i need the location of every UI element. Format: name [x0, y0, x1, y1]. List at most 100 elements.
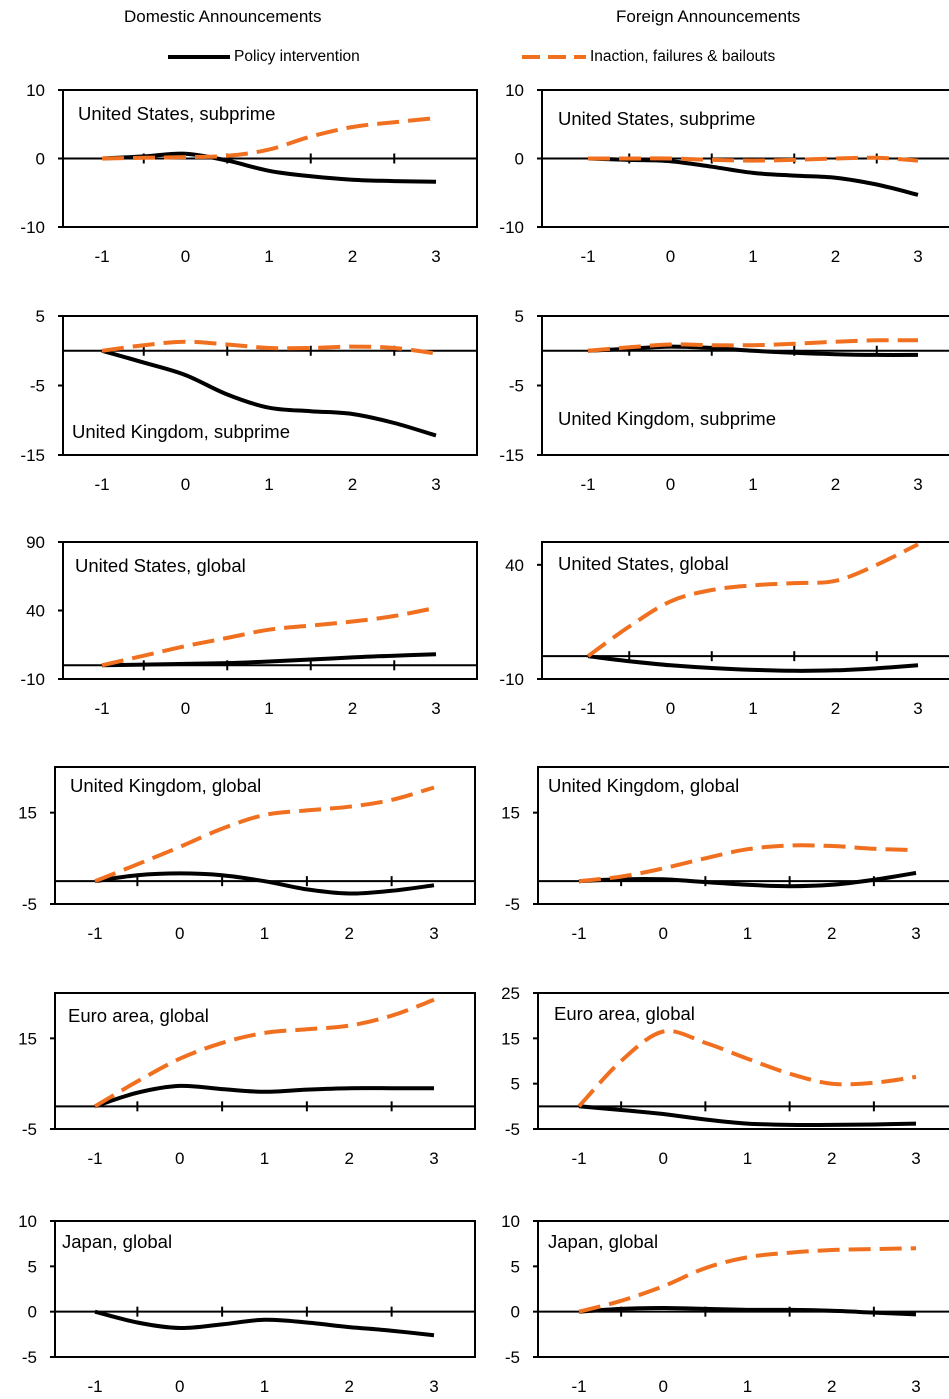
inaction-failures-bailouts-line — [101, 339, 437, 356]
policy-intervention-line — [101, 348, 437, 438]
plot-frame — [541, 541, 949, 680]
y-tick-label: 0 — [28, 1303, 37, 1322]
y-tick-label: 5 — [28, 1257, 37, 1276]
x-tick-label: 2 — [348, 475, 357, 494]
x-tick-label: 2 — [345, 1149, 354, 1168]
x-tick-label: 0 — [181, 475, 190, 494]
policy-intervention-line — [94, 871, 435, 896]
panel-title: United States, global — [558, 553, 729, 574]
x-tick-label: 0 — [666, 699, 675, 718]
chart-panel-4: 5 -5 -15 -1 0 1 2 3 United Kingdom, subprime — [499, 307, 949, 494]
foreign-announcements-header: Foreign Announcements — [616, 7, 801, 26]
chart-panel-8: 15 -5 -1 0 1 2 3 United Kingdom, global — [501, 766, 949, 943]
y-tick-label: 15 — [18, 804, 37, 823]
x-tick-label: 3 — [913, 247, 922, 266]
y-tick-label: 5 — [515, 307, 524, 326]
y-tick-label: 10 — [505, 81, 524, 100]
panel-title: Euro area, global — [68, 1005, 209, 1026]
y-tick-label: 40 — [26, 602, 45, 621]
y-tick-label: -5 — [22, 895, 37, 914]
x-tick-label: 3 — [429, 1377, 438, 1396]
inaction-failures-bailouts-line — [93, 997, 435, 1109]
policy-intervention-line — [101, 652, 437, 668]
policy-intervention-line — [587, 156, 919, 197]
y-tick-label: 25 — [501, 984, 520, 1003]
panel-title: United States, subprime — [78, 103, 275, 124]
y-tick-label: -15 — [499, 446, 524, 465]
x-tick-label: 1 — [743, 1377, 752, 1396]
y-tick-label: -5 — [30, 377, 45, 396]
x-tick-label: 1 — [260, 924, 269, 943]
x-tick-label: 0 — [175, 1149, 184, 1168]
y-tick-label: 40 — [505, 556, 524, 575]
x-tick-label: 2 — [831, 699, 840, 718]
x-tick-label: -1 — [580, 699, 595, 718]
x-tick-label: 0 — [175, 1377, 184, 1396]
x-tick-label: -1 — [580, 247, 595, 266]
legend-label-inaction: Inaction, failures & bailouts — [590, 48, 776, 65]
y-tick-label: -5 — [505, 1348, 520, 1367]
x-tick-label: 3 — [431, 699, 440, 718]
policy-intervention-line — [101, 151, 437, 184]
plot-frame — [54, 766, 476, 905]
panel-title: United Kingdom, global — [70, 775, 261, 796]
inaction-failures-bailouts-line — [587, 338, 919, 353]
plot-frame — [541, 315, 949, 456]
y-tick-label: -10 — [499, 218, 524, 237]
inaction-failures-bailouts-line — [586, 542, 919, 658]
x-tick-label: 1 — [748, 247, 757, 266]
y-tick-label: -5 — [509, 377, 524, 396]
policy-intervention-line — [578, 1306, 917, 1317]
y-tick-label: -10 — [20, 670, 45, 689]
y-tick-label: -10 — [20, 218, 45, 237]
x-tick-label: 0 — [666, 247, 675, 266]
policy-intervention-line — [578, 870, 917, 889]
x-tick-label: 3 — [913, 699, 922, 718]
policy-intervention-line — [94, 1309, 435, 1338]
y-tick-label: -5 — [505, 1120, 520, 1139]
x-tick-label: 0 — [659, 1377, 668, 1396]
x-tick-label: 0 — [659, 924, 668, 943]
x-tick-label: 1 — [264, 247, 273, 266]
x-tick-label: 2 — [831, 247, 840, 266]
chart-panel-11: 10 5 0 -5 -1 0 1 2 3 Japan, global — [18, 1212, 476, 1396]
inaction-failures-bailouts-line — [101, 605, 437, 668]
policy-intervention-line — [94, 1083, 434, 1109]
y-tick-label: 10 — [501, 1212, 520, 1231]
plot-frame — [537, 766, 949, 905]
x-tick-label: 1 — [260, 1149, 269, 1168]
x-tick-label: 3 — [429, 1149, 438, 1168]
x-tick-label: 3 — [431, 247, 440, 266]
x-tick-label: -1 — [571, 924, 586, 943]
legend-solid-line-swatch — [168, 55, 230, 59]
plot-frame — [537, 1220, 949, 1358]
y-tick-label: 15 — [18, 1029, 37, 1048]
x-tick-label: 2 — [827, 1377, 836, 1396]
policy-intervention-line — [587, 344, 919, 357]
y-tick-label: 90 — [26, 533, 45, 552]
x-tick-label: 1 — [260, 1377, 269, 1396]
y-tick-label: 15 — [501, 1029, 520, 1048]
x-tick-label: 3 — [911, 1377, 920, 1396]
y-tick-label: 10 — [26, 81, 45, 100]
y-tick-label: -5 — [22, 1348, 37, 1367]
y-tick-label: 0 — [515, 150, 524, 169]
x-tick-label: -1 — [87, 1149, 102, 1168]
legend-label-policy: Policy intervention — [234, 48, 360, 65]
x-tick-label: 1 — [743, 1149, 752, 1168]
panel-title: Japan, global — [548, 1231, 658, 1252]
panel-title: United Kingdom, global — [548, 775, 739, 796]
y-tick-label: 10 — [18, 1212, 37, 1231]
x-tick-label: 3 — [911, 924, 920, 943]
x-tick-label: 2 — [348, 247, 357, 266]
panel-title: United Kingdom, subprime — [72, 421, 290, 442]
plot-frame — [537, 992, 949, 1130]
y-tick-label: 15 — [501, 804, 520, 823]
inaction-failures-bailouts-line — [578, 843, 917, 884]
panel-title: United Kingdom, subprime — [558, 408, 776, 429]
x-tick-label: 3 — [913, 475, 922, 494]
y-tick-label: -5 — [505, 895, 520, 914]
